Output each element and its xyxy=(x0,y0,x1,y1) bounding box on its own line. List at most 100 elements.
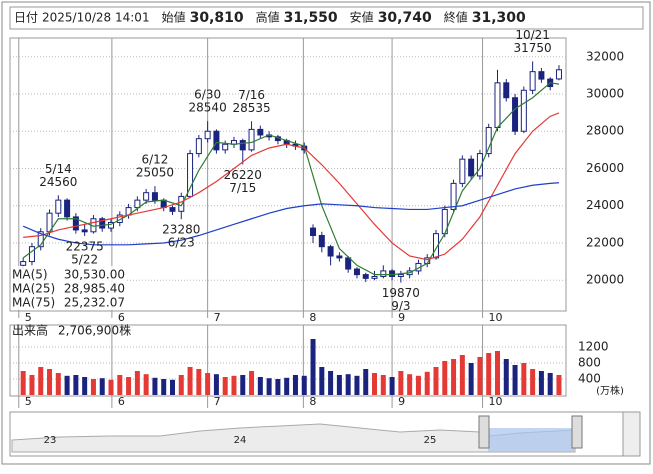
volume-bar xyxy=(372,373,378,395)
volume-bar xyxy=(354,375,360,395)
volume-bar xyxy=(64,375,70,395)
volume-bar xyxy=(363,369,369,395)
candle-body xyxy=(380,270,387,277)
candle-body xyxy=(37,231,44,248)
volume-unit: (万株) xyxy=(596,384,624,397)
candle-body xyxy=(178,195,185,212)
header-label: 始値 xyxy=(162,10,186,25)
ma-line xyxy=(23,112,560,261)
legend-value: 28,985.40 xyxy=(64,282,125,296)
volume-bar xyxy=(459,355,465,395)
annotation-price: 24560 xyxy=(39,175,77,189)
y-tick-label: 1200 xyxy=(578,340,609,354)
header-label: 終値 xyxy=(444,10,468,25)
volume-bar xyxy=(196,369,202,395)
annotation-price: 26220 xyxy=(224,168,262,182)
candle-body xyxy=(336,255,343,259)
volume-bar xyxy=(380,375,386,395)
navigator-label: 24 xyxy=(234,435,247,446)
volume-bar xyxy=(398,371,404,395)
header-label: 高値 xyxy=(256,10,280,25)
navigator-handle[interactable] xyxy=(478,415,490,449)
volume-bar xyxy=(152,377,158,395)
volume-bar xyxy=(345,374,351,395)
annotation-date: 10/21 xyxy=(515,28,550,42)
candle-body xyxy=(151,192,158,201)
annotation-price: 23280 xyxy=(162,223,200,237)
candle-body xyxy=(134,199,141,209)
x-tick-label: 8 xyxy=(309,395,316,408)
candle-body xyxy=(72,216,79,231)
annotation-price: 25050 xyxy=(136,166,174,180)
candle-body xyxy=(327,246,334,257)
volume-bar xyxy=(29,375,35,395)
candle-body xyxy=(468,158,475,177)
candle-body xyxy=(494,82,501,129)
annotation-price: 28540 xyxy=(189,101,227,115)
candle-body xyxy=(55,199,62,214)
annotation-price: 28535 xyxy=(232,101,270,115)
annotation-date: 9/3 xyxy=(391,299,410,313)
navigator-scroll[interactable] xyxy=(622,411,641,457)
candle-body xyxy=(503,82,510,99)
header-label: 安値 xyxy=(350,10,374,25)
candle-body xyxy=(99,218,106,229)
volume-total: 2,706,900株 xyxy=(58,323,131,338)
x-tick-label: 6 xyxy=(118,395,125,408)
navigator-label: 25 xyxy=(424,435,437,446)
x-tick-label: 10 xyxy=(489,311,503,324)
candle-body xyxy=(213,130,220,151)
volume-bar xyxy=(407,374,413,395)
ma-line xyxy=(22,182,560,246)
volume-bar xyxy=(486,353,492,395)
volume-bar xyxy=(231,375,237,395)
annotation-date: 6/12 xyxy=(141,153,168,167)
y-tick-label: 32000 xyxy=(586,49,624,63)
navigator-label: 23 xyxy=(44,435,57,446)
volume-bar xyxy=(275,379,281,395)
candle-body xyxy=(20,261,27,266)
volume-bar xyxy=(556,375,562,395)
volume-bar xyxy=(292,375,298,395)
volume-bar xyxy=(319,367,325,395)
x-tick-label: 5 xyxy=(25,395,32,408)
x-tick-label: 7 xyxy=(214,395,221,408)
volume-bar xyxy=(82,377,88,395)
candle-body xyxy=(520,89,527,132)
volume-bar xyxy=(108,379,114,395)
candle-body xyxy=(248,128,255,151)
x-tick-label: 6 xyxy=(118,311,125,324)
ma-line xyxy=(22,82,560,276)
legend-name: MA(5) xyxy=(12,268,48,282)
volume-bar xyxy=(415,375,421,395)
volume-bar xyxy=(249,371,255,395)
navigator-handle[interactable] xyxy=(571,415,583,449)
volume-bar xyxy=(336,375,342,395)
x-tick-label: 9 xyxy=(398,395,405,408)
volume-bar xyxy=(90,379,96,395)
volume-bar xyxy=(477,357,483,395)
volume-bar xyxy=(213,374,219,395)
legend-name: MA(25) xyxy=(12,282,55,296)
annotation-date: 5/22 xyxy=(71,252,98,266)
candle-body xyxy=(187,153,194,197)
legend-value: 30,530.00 xyxy=(64,268,125,282)
volume-bar xyxy=(521,363,527,395)
legend-name: MA(75) xyxy=(12,296,55,310)
x-tick-label: 8 xyxy=(309,311,316,324)
y-tick-label: 28000 xyxy=(586,124,624,138)
annotation-date: 5/14 xyxy=(45,162,72,176)
candle-body xyxy=(433,233,440,259)
volume-bar xyxy=(512,365,518,395)
candle-body xyxy=(362,274,369,279)
volume-bar xyxy=(205,373,211,395)
navigator-window[interactable] xyxy=(488,428,574,452)
volume-bar xyxy=(389,377,395,395)
volume-bar xyxy=(73,375,79,395)
candle-body xyxy=(81,229,88,233)
volume-bar xyxy=(20,371,26,395)
volume-bar xyxy=(38,367,44,395)
x-tick-label: 7 xyxy=(214,311,221,324)
candle-body xyxy=(389,270,396,277)
annotation-price: 19870 xyxy=(382,286,420,300)
